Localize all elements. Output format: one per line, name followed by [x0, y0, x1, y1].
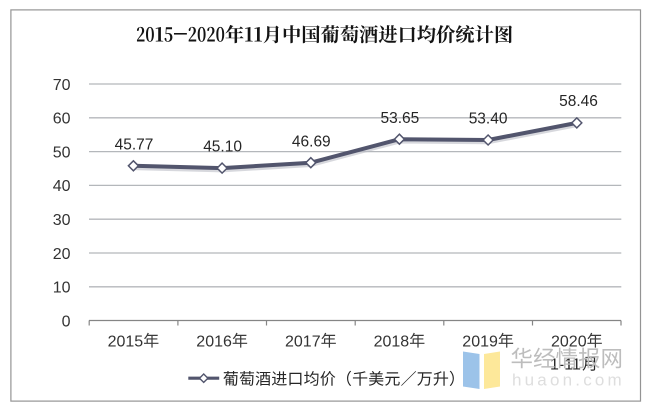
svg-text:2015: 2015 — [108, 333, 144, 350]
svg-text:60: 60 — [53, 111, 71, 128]
svg-text:huaon.com: huaon.com — [512, 371, 625, 390]
svg-text:58.46: 58.46 — [559, 93, 598, 110]
svg-text:45.10: 45.10 — [203, 139, 242, 156]
svg-text:50: 50 — [53, 144, 71, 161]
svg-text:2018: 2018 — [374, 333, 410, 350]
svg-text:53.65: 53.65 — [381, 110, 420, 127]
svg-text:45.77: 45.77 — [115, 136, 154, 153]
svg-text:2017: 2017 — [285, 333, 321, 350]
svg-text:40: 40 — [53, 178, 71, 195]
svg-text:30: 30 — [53, 212, 71, 229]
svg-text:0: 0 — [62, 313, 71, 330]
svg-text:70: 70 — [53, 77, 71, 94]
svg-text:10: 10 — [53, 280, 71, 297]
svg-text:20: 20 — [53, 246, 71, 263]
svg-text:2020: 2020 — [551, 333, 587, 350]
svg-text:2019: 2019 — [462, 333, 498, 350]
svg-text:53.40: 53.40 — [469, 111, 508, 128]
svg-text:2016: 2016 — [196, 333, 232, 350]
svg-text:46.69: 46.69 — [292, 133, 331, 150]
